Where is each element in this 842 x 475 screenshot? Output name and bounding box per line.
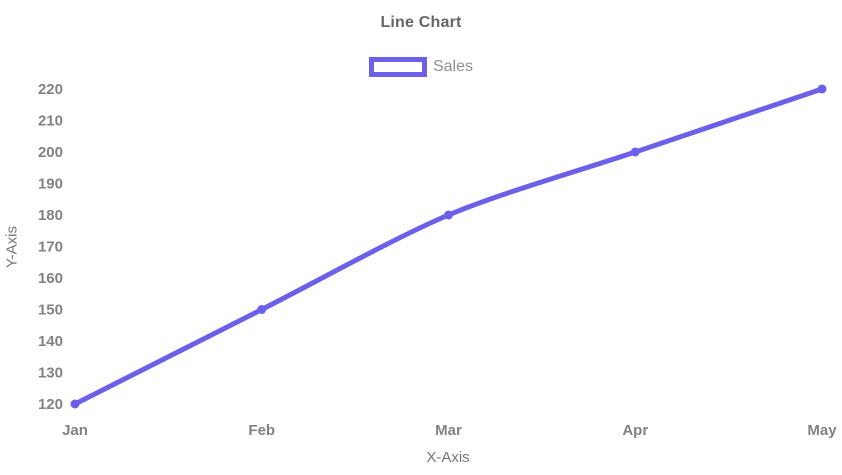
y-tick-label: 150: [38, 302, 63, 319]
x-tick-label: Feb: [248, 422, 275, 439]
y-tick-label: 160: [38, 270, 63, 287]
y-axis-title: Y-Axis: [3, 226, 21, 268]
x-axis-title: X-Axis: [426, 449, 470, 466]
legend-marker: [368, 57, 427, 77]
data-point[interactable]: [630, 147, 640, 157]
data-point[interactable]: [257, 305, 267, 314]
y-tick-label: 130: [38, 365, 63, 382]
data-point[interactable]: [444, 210, 453, 220]
y-tick-label: 140: [38, 333, 63, 350]
y-tick-label: 220: [38, 81, 63, 98]
legend-item-sales[interactable]: Sales: [368, 57, 474, 77]
x-tick-label: Mar: [435, 422, 462, 439]
legend: Sales: [0, 57, 842, 77]
data-point[interactable]: [817, 84, 827, 94]
data-point[interactable]: [70, 399, 80, 409]
y-tick-label: 190: [38, 176, 63, 193]
y-tick-label: 210: [38, 113, 63, 130]
x-tick-label: May: [807, 422, 837, 439]
legend-label: Sales: [432, 58, 474, 75]
y-tick-label: 180: [38, 207, 63, 224]
y-tick-label: 120: [38, 396, 63, 413]
sales-line: [72, 86, 825, 407]
x-tick-label: Apr: [622, 422, 648, 439]
y-tick-label: 200: [38, 144, 63, 161]
x-tick-label: Jan: [62, 422, 88, 439]
chart-title: Line Chart: [380, 14, 462, 31]
y-tick-label: 170: [38, 239, 63, 256]
